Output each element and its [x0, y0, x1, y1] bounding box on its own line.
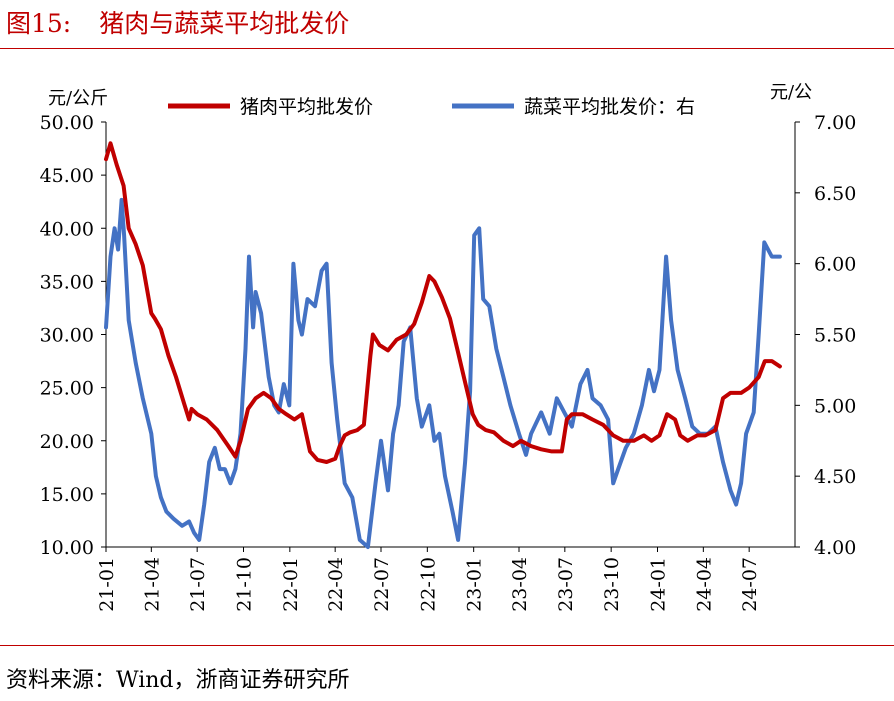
x-tick-label: 24-07 [739, 557, 761, 612]
right-tick-label: 6.50 [814, 183, 856, 205]
right-tick-label: 4.50 [814, 466, 856, 488]
left-tick-label: 45.00 [40, 165, 94, 187]
series-layer [104, 141, 782, 549]
x-tick-label: 24-01 [648, 557, 670, 612]
title-rule [0, 48, 894, 49]
left-tick-label: 10.00 [40, 537, 94, 559]
right-tick-label: 5.50 [814, 325, 856, 347]
left-tick-label: 15.00 [40, 484, 94, 506]
x-tick-label: 23-01 [464, 557, 486, 612]
right-tick-label: 5.00 [814, 395, 856, 417]
x-tick-label: 23-10 [601, 557, 623, 612]
legend-label-pork: 猪肉平均批发价 [240, 96, 373, 118]
source-note: 资料来源：Wind，浙商证券研究所 [6, 668, 350, 693]
figure-number: 图15: [6, 9, 72, 38]
x-tick-label: 21-10 [233, 557, 255, 612]
x-tick-label: 22-10 [417, 557, 439, 612]
left-axis-unit: 元/公斤 [48, 88, 108, 109]
legend: 猪肉平均批发价 蔬菜平均批发价：右 [168, 96, 695, 118]
legend-label-vegetable: 蔬菜平均批发价：右 [524, 96, 695, 118]
x-tick-label: 23-07 [555, 557, 577, 612]
left-tick-label: 30.00 [40, 325, 94, 347]
figure-title: 图15: 猪肉与蔬菜平均批发价 [6, 4, 349, 40]
x-tick-label: 24-04 [693, 557, 715, 612]
pork-price-line [104, 141, 782, 464]
right-axis-unit: 元/公 [770, 82, 812, 103]
right-tick-label: 6.00 [814, 254, 856, 276]
x-tick-label: 21-07 [187, 557, 209, 612]
left-tick-label: 50.00 [40, 112, 94, 134]
x-tick-label: 21-04 [141, 557, 163, 612]
left-tick-label: 20.00 [40, 431, 94, 453]
chart: 元/公斤 元/公 猪肉平均批发价 蔬菜平均批发价：右 10.00 15.00 20.0… [40, 82, 857, 612]
left-tick-label: 35.00 [40, 271, 94, 293]
vegetable-price-line [104, 197, 782, 549]
axes: 10.00 15.00 20.00 25.00 30.00 35.00 40.00 45.00… [40, 112, 857, 612]
source-rule [0, 645, 894, 646]
x-tick-label: 23-04 [509, 557, 531, 612]
x-tick-label: 22-07 [371, 557, 393, 612]
x-tick-label: 21-01 [96, 557, 118, 612]
right-tick-label: 7.00 [814, 112, 856, 134]
left-tick-label: 40.00 [40, 218, 94, 240]
x-tick-label: 22-01 [280, 557, 302, 612]
x-tick-label: 22-04 [325, 557, 347, 612]
left-tick-label: 25.00 [40, 378, 94, 400]
figure-title-text: 猪肉与蔬菜平均批发价 [99, 9, 350, 38]
right-tick-label: 4.00 [814, 537, 856, 559]
